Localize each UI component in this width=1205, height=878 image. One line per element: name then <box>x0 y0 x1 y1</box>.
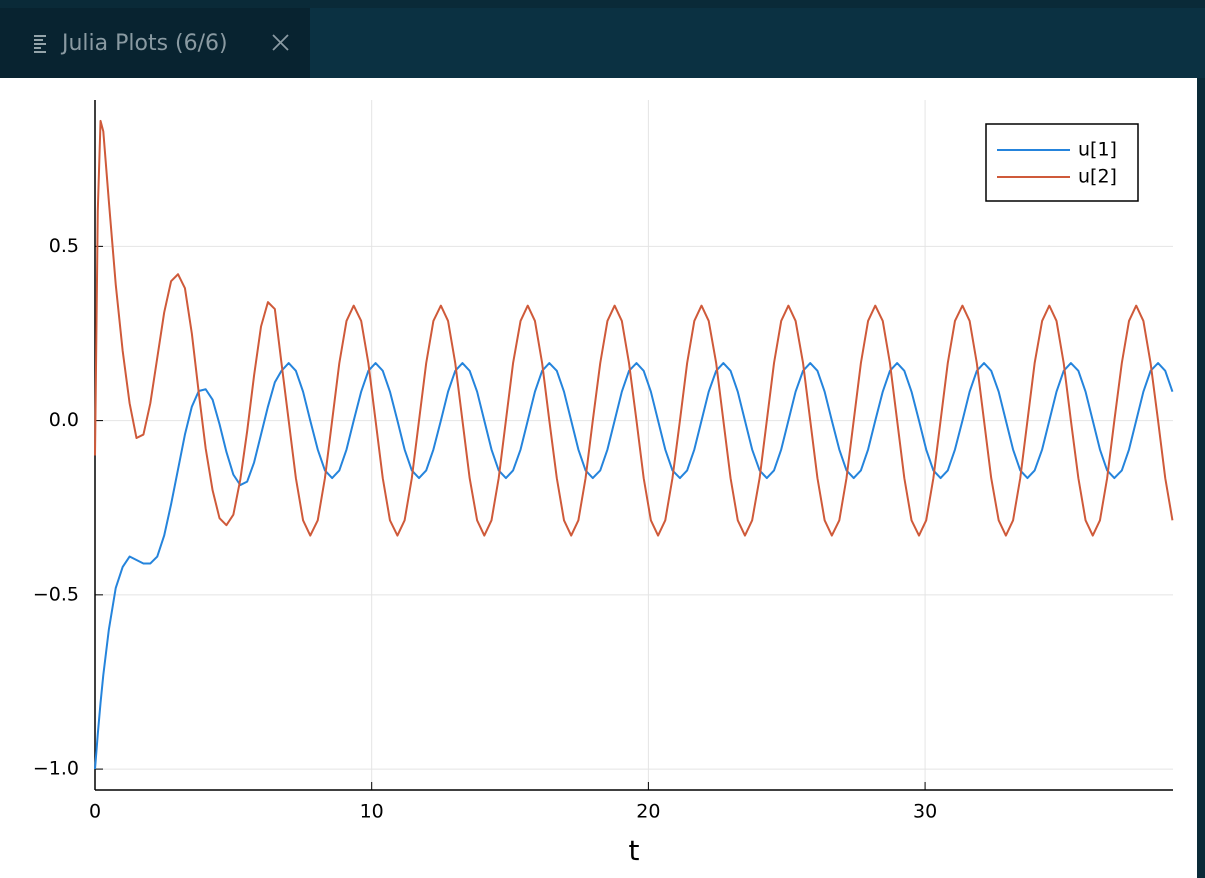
right-edge <box>1197 78 1205 878</box>
x-tick-label: 20 <box>636 801 660 823</box>
plot-pane <box>0 78 1197 878</box>
legend-box <box>985 123 1139 202</box>
series-line <box>94 362 1174 770</box>
y-tick-label: −1.0 <box>33 758 79 780</box>
top-strip <box>0 0 1205 8</box>
x-tick-label: 10 <box>360 801 384 823</box>
y-tick-label: 0.0 <box>49 409 79 431</box>
chart: −1.0 −0.5 0.0 0.5 0 10 20 30 u[1] u[2] <box>33 100 1174 823</box>
tab-title: Julia Plots (6/6) <box>60 31 228 56</box>
x-tick-label: 0 <box>89 801 101 823</box>
tab[interactable] <box>0 8 310 78</box>
x-axis-label: t <box>629 834 640 867</box>
tab-icon <box>34 35 46 53</box>
legend-label: u[1] <box>1078 139 1117 161</box>
tab-close[interactable] <box>272 34 289 51</box>
legend-label: u[2] <box>1078 166 1117 188</box>
y-tick-label: 0.5 <box>49 235 79 257</box>
x-tick-label: 30 <box>913 801 937 823</box>
series-line <box>94 119 1174 537</box>
y-tick-label: −0.5 <box>33 583 79 605</box>
